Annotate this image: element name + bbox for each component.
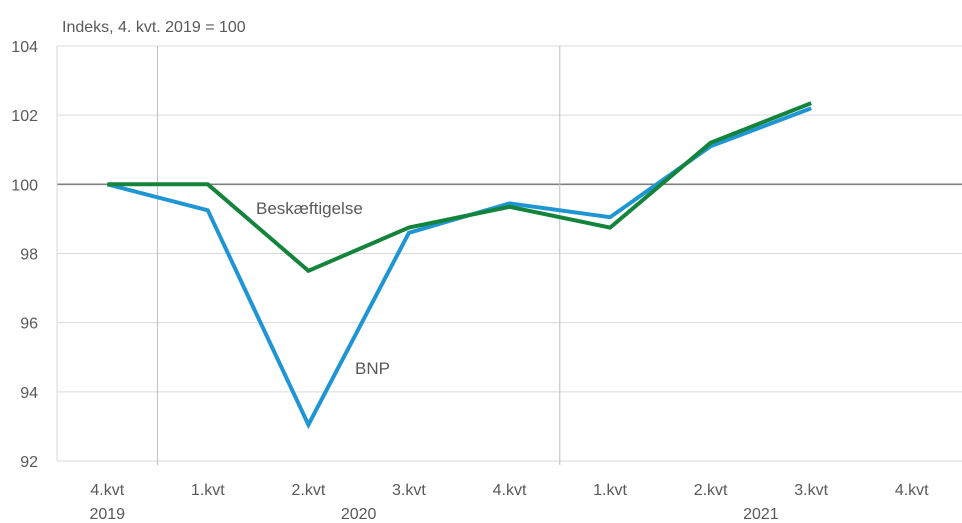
- y-axis-unit-label: Indeks, 4. kvt. 2019 = 100: [62, 19, 246, 36]
- series-labels: BNP Beskæftigelse: [256, 199, 390, 378]
- year-label: 2019: [89, 506, 125, 523]
- x-tick-label: 4.kvt: [90, 482, 124, 499]
- series-line-beskaeftigelse: [107, 101, 812, 274]
- y-tick-label: 100: [11, 177, 38, 194]
- series-lines: [106, 101, 812, 430]
- x-tick-label: 3.kvt: [794, 482, 828, 499]
- y-tick-labels: 92 94 96 98 100 102 104: [11, 39, 38, 471]
- year-label: 2021: [743, 506, 779, 523]
- year-separators: [157, 46, 561, 465]
- x-tick-label: 4.kvt: [493, 482, 527, 499]
- y-tick-label: 94: [20, 385, 38, 402]
- y-tick-label: 92: [20, 454, 38, 471]
- y-tick-label: 102: [11, 108, 38, 125]
- x-tick-label: 2.kvt: [694, 482, 728, 499]
- x-tick-label: 1.kvt: [593, 482, 627, 499]
- year-labels: 2019 2020 2021: [89, 506, 778, 523]
- series-label-bnp: BNP: [355, 359, 390, 378]
- year-label: 2020: [341, 506, 377, 523]
- x-tick-labels: 4.kvt 1.kvt 2.kvt 3.kvt 4.kvt 1.kvt 2.kvt 3.kvt…: [90, 482, 929, 499]
- x-tick-label: 4.kvt: [895, 482, 929, 499]
- series-line-bnp: [106, 106, 812, 430]
- gridlines: [56, 45, 962, 462]
- y-tick-label: 98: [20, 247, 38, 264]
- y-tick-label: 104: [11, 39, 38, 56]
- x-tick-label: 3.kvt: [392, 482, 426, 499]
- x-tick-label: 1.kvt: [191, 482, 225, 499]
- series-label-beskaeftigelse: Beskæftigelse: [256, 199, 363, 218]
- y-tick-label: 96: [20, 316, 38, 333]
- x-tick-label: 2.kvt: [291, 482, 325, 499]
